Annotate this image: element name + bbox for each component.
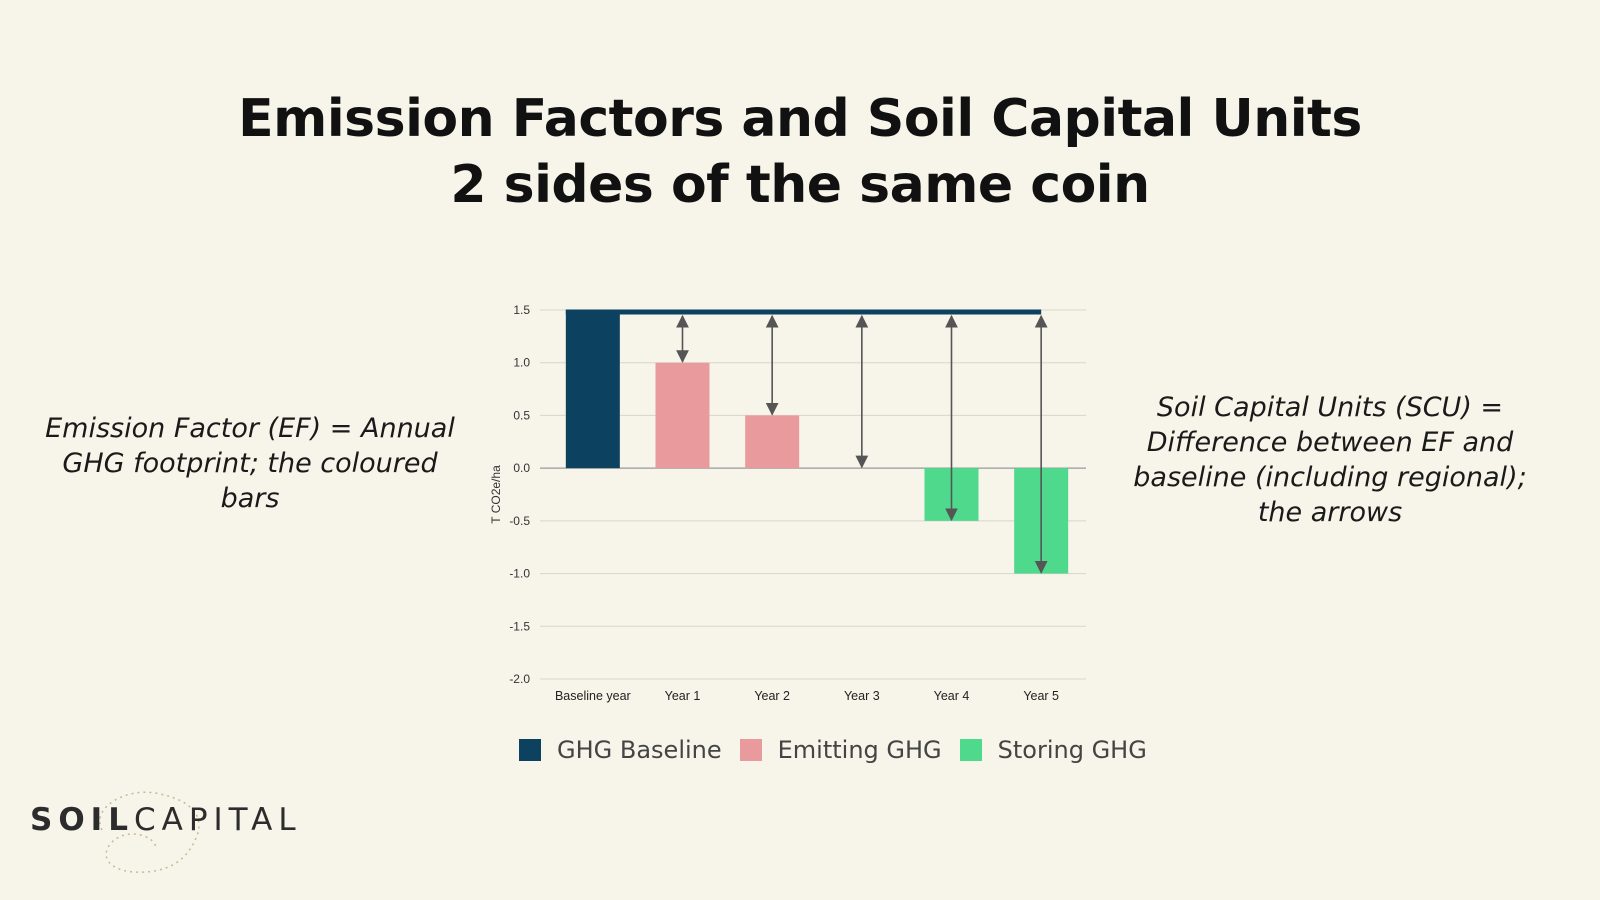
legend-swatch — [739, 739, 762, 761]
legend-label: GHG Baseline — [557, 736, 722, 764]
slide-title: Emission Factors and Soil Capital Units … — [0, 86, 1600, 218]
x-tick-label: Year 2 — [754, 689, 790, 703]
logo-swirl-icon — [99, 791, 200, 873]
legend-label: Emitting GHG — [777, 736, 942, 764]
y-tick-label: -0.5 — [509, 514, 530, 528]
y-tick-label: -1.5 — [509, 619, 530, 633]
x-tick-label: Year 1 — [665, 689, 701, 703]
y-tick-label: -2.0 — [509, 672, 530, 686]
title-line-2: 2 sides of the same coin — [450, 155, 1150, 215]
legend-label: Storing GHG — [997, 736, 1147, 764]
y-tick-label: 0.5 — [513, 408, 530, 422]
bar — [565, 310, 620, 469]
x-tick-label: Year 3 — [844, 689, 880, 703]
legend-item: Emitting GHG — [739, 736, 942, 764]
x-tick-label: Baseline year — [555, 689, 631, 703]
logo-part-capital: CAPITAL — [133, 802, 302, 838]
emission-factor-note: Emission Factor (EF) = Annual GHG footpr… — [45, 413, 455, 514]
logo-part-soil: SOIL — [30, 802, 134, 838]
x-tick-label: Year 4 — [934, 689, 970, 703]
title-line-1: Emission Factors and Soil Capital Units — [238, 89, 1362, 149]
chart-legend: GHG Baseline Emitting GHG Storing GHG — [519, 733, 1147, 767]
bar — [745, 415, 800, 469]
y-tick-label: -1.0 — [509, 567, 530, 581]
legend-item: Storing GHG — [959, 736, 1147, 764]
legend-swatch — [959, 739, 982, 761]
soil-capital-logo: SOILCAPITAL — [30, 786, 296, 876]
y-tick-label: 1.0 — [513, 356, 530, 370]
legend-swatch — [519, 739, 541, 761]
bar — [655, 362, 710, 469]
y-tick-label: 1.5 — [513, 303, 530, 317]
legend-item: GHG Baseline — [519, 736, 722, 764]
scu-note: Soil Capital Units (SCU) = Difference be… — [1133, 392, 1527, 528]
y-axis-label: T CO2e/ha — [489, 465, 503, 524]
logo-wordmark: SOILCAPITAL — [30, 802, 302, 838]
y-tick-label: 0.0 — [513, 461, 530, 475]
x-tick-label: Year 5 — [1023, 689, 1059, 703]
